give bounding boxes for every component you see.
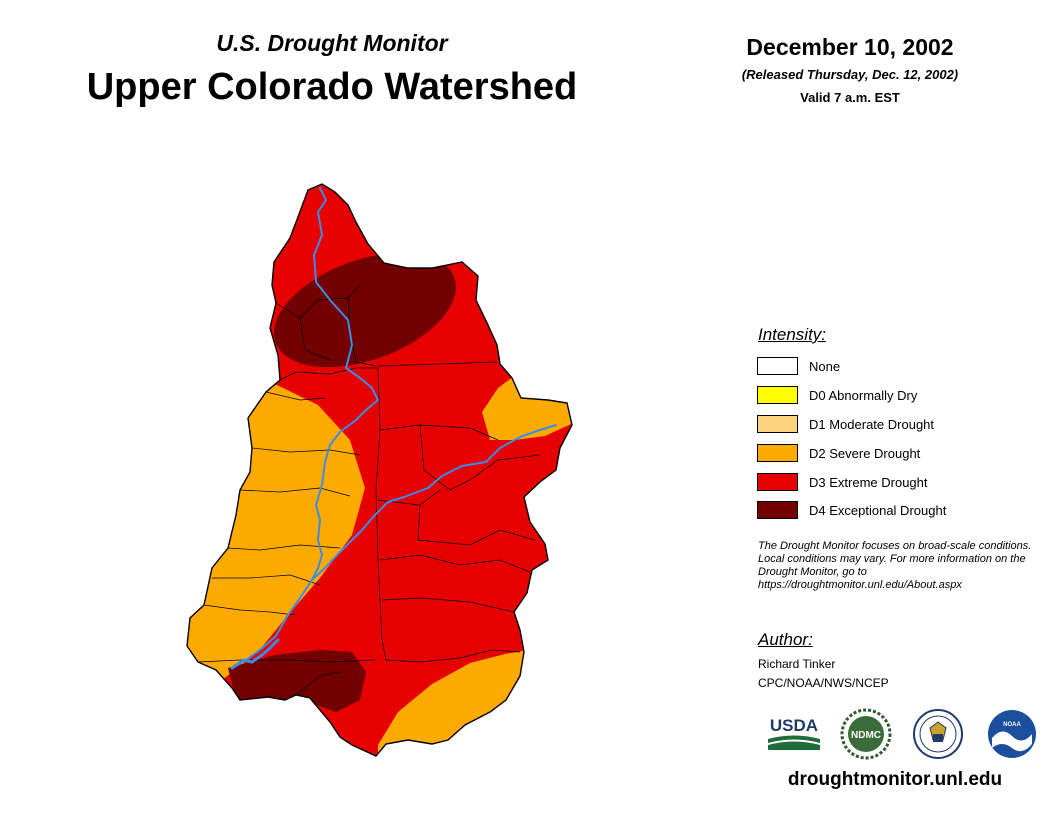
legend-item-d4: D4 Exceptional Drought [757,500,946,520]
usda-logo-text: USDA [770,716,818,735]
legend-label-d1: D1 Moderate Drought [809,416,935,432]
legend-swatch-d3 [757,473,798,491]
drought-areas [187,184,572,756]
author-name: Richard Tinker [758,657,836,671]
legend-swatch-none [757,357,798,375]
legend-label-d4: D4 Exceptional Drought [809,502,947,518]
disclaimer-text: The Drought Monitor focuses on broad-sca… [758,540,1032,591]
ndmc-logo: NDMC [840,708,892,760]
colorado-river [235,424,557,667]
legend-label-d0: D0 Abnormally Dry [809,387,918,403]
lake-powell [230,638,280,670]
legend-item-d1: D1 Moderate Drought [757,414,934,434]
legend-label-d3: D3 Extreme Drought [809,474,928,490]
legend-label-none: None [809,358,841,374]
map-date: December 10, 2002 [746,34,954,60]
legend-swatch-d0 [757,386,798,404]
legend-label-d2: D2 Severe Drought [809,445,921,461]
commerce-seal-logo [913,709,963,759]
legend-item-d3: D3 Extreme Drought [757,472,928,492]
legend-swatch-d4 [757,501,798,519]
valid-time: Valid 7 a.m. EST [800,90,900,105]
noaa-logo-text: NOAA [1003,722,1021,728]
legend-swatch-d1 [757,415,798,433]
legend-item-none: None [757,356,840,376]
river-network [230,187,557,670]
subbasin-boundaries [197,284,541,696]
ndmc-logo-text: NDMC [851,730,881,741]
author-org: CPC/NOAA/NWS/NCEP [758,676,889,690]
legend-item-d0: D0 Abnormally Dry [757,385,917,405]
region-title: Upper Colorado Watershed [86,66,578,108]
site-url[interactable]: droughtmonitor.unl.edu [787,769,1003,790]
legend-title: Intensity: [758,325,827,344]
green-river [311,187,379,581]
monitor-label: U.S. Drought Monitor [216,30,448,56]
legend-item-d2: D2 Severe Drought [757,443,920,463]
release-note: (Released Thursday, Dec. 12, 2002) [741,67,959,82]
legend-swatch-d2 [757,444,798,462]
usda-logo: USDA [768,716,820,750]
noaa-logo: NOAA [988,710,1036,758]
d4-exceptional-drought-area-south [228,650,366,712]
drought-map [186,183,573,757]
d4-exceptional-drought-area-north [274,252,456,368]
author-title: Author: [758,630,813,649]
